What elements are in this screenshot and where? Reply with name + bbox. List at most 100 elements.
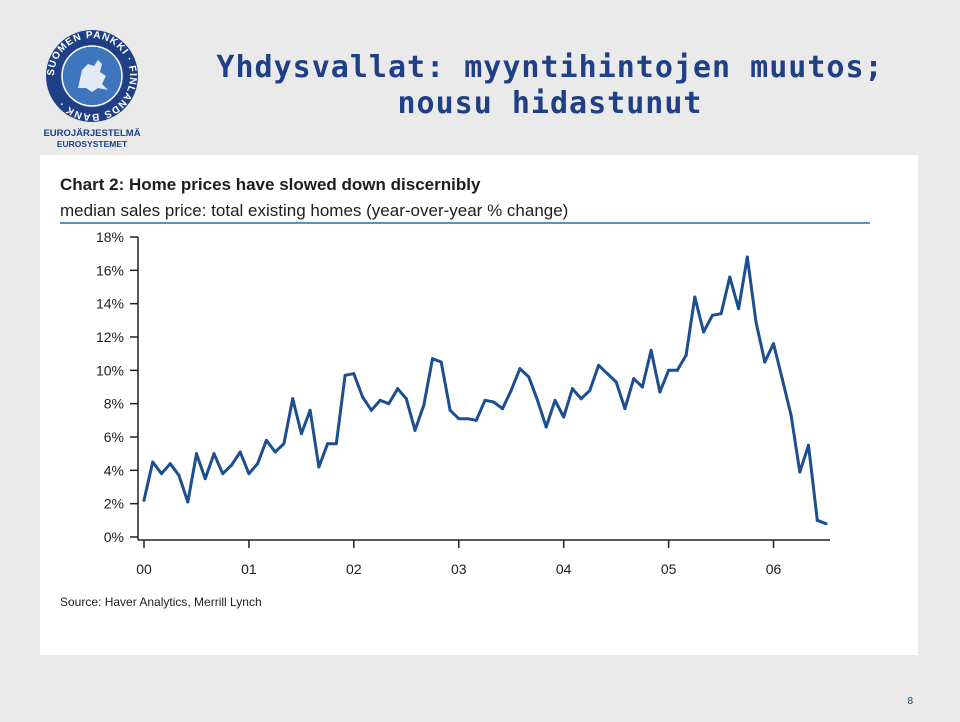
data-point <box>273 450 277 454</box>
data-point <box>212 452 216 456</box>
data-point <box>465 417 469 421</box>
data-point <box>649 348 653 352</box>
data-point <box>334 442 338 446</box>
data-point <box>308 408 312 412</box>
y-tick-label: 0% <box>104 529 124 545</box>
data-point <box>614 380 618 384</box>
data-point <box>361 395 365 399</box>
data-point <box>168 462 172 466</box>
data-point <box>710 313 714 317</box>
x-tick-label: 03 <box>451 561 467 577</box>
data-point <box>177 473 181 477</box>
line-chart: Chart 2: Home prices have slowed down di… <box>60 175 870 609</box>
chart-source: Source: Haver Analytics, Merrill Lynch <box>60 595 262 609</box>
data-point <box>457 417 461 421</box>
data-point <box>378 398 382 402</box>
data-point <box>474 418 478 422</box>
x-tick-label: 01 <box>241 561 257 577</box>
y-tick-label: 12% <box>96 329 124 345</box>
data-point <box>570 387 574 391</box>
data-point <box>221 472 225 476</box>
data-point <box>343 373 347 377</box>
slide-title: Yhdysvallat: myyntihintojen muutos; nous… <box>190 50 910 122</box>
data-point <box>693 295 697 299</box>
data-point <box>396 387 400 391</box>
x-tick-label: 05 <box>661 561 677 577</box>
data-point <box>527 375 531 379</box>
data-point <box>772 342 776 346</box>
y-tick-label: 2% <box>104 496 124 512</box>
data-point <box>317 465 321 469</box>
data-point <box>151 460 155 464</box>
chart-subtitle: median sales price: total existing homes… <box>60 201 568 220</box>
data-point <box>754 320 758 324</box>
y-tick-label: 8% <box>104 396 124 412</box>
data-point <box>256 462 260 466</box>
data-point <box>291 397 295 401</box>
y-tick-label: 6% <box>104 429 124 445</box>
data-point <box>247 472 251 476</box>
chart-panel: Chart 2: Home prices have slowed down di… <box>40 155 918 655</box>
data-point <box>448 408 452 412</box>
data-point <box>780 377 784 381</box>
data-point <box>745 255 749 259</box>
data-point <box>509 388 513 392</box>
x-tick-label: 02 <box>346 561 362 577</box>
data-point <box>431 357 435 361</box>
data-point <box>492 400 496 404</box>
data-point <box>229 463 233 467</box>
x-tick-label: 04 <box>556 561 572 577</box>
svg-text:EUROSYSTEMET: EUROSYSTEMET <box>57 139 128 149</box>
data-point <box>667 368 671 372</box>
data-point <box>623 407 627 411</box>
data-point <box>535 398 539 402</box>
data-point <box>728 275 732 279</box>
data-point <box>553 398 557 402</box>
data-point <box>238 450 242 454</box>
data-point <box>352 372 356 376</box>
data-point <box>160 472 164 476</box>
data-point <box>194 452 198 456</box>
y-tick-label: 4% <box>104 462 124 478</box>
data-point <box>439 360 443 364</box>
data-point <box>798 470 802 474</box>
data-point <box>562 415 566 419</box>
data-point <box>501 407 505 411</box>
data-point <box>203 477 207 481</box>
data-point <box>806 443 810 447</box>
lion-icon <box>78 60 108 92</box>
y-tick-label: 18% <box>96 229 124 245</box>
data-point <box>404 397 408 401</box>
data-point <box>186 500 190 504</box>
chart-title: Chart 2: Home prices have slowed down di… <box>60 175 481 194</box>
slide-title-line2: nousu hidastunut <box>397 86 703 121</box>
data-point <box>326 442 330 446</box>
data-point <box>719 312 723 316</box>
page-number: 8 <box>907 696 913 707</box>
data-point <box>824 522 828 526</box>
data-point <box>387 402 391 406</box>
data-point <box>632 377 636 381</box>
data-point <box>640 385 644 389</box>
bank-logo: SUOMEN PANKKI · FINLANDS BANK · EUROJÄRJ… <box>43 30 140 149</box>
data-point <box>597 363 601 367</box>
x-tick-label: 00 <box>136 561 152 577</box>
data-point <box>702 330 706 334</box>
data-point <box>658 390 662 394</box>
data-point <box>422 403 426 407</box>
y-tick-label: 14% <box>96 296 124 312</box>
series-line <box>142 255 827 526</box>
data-point <box>737 307 741 311</box>
data-point <box>544 425 548 429</box>
data-point <box>299 432 303 436</box>
slide-title-line1: Yhdysvallat: myyntihintojen muutos; <box>216 50 884 85</box>
data-point <box>763 360 767 364</box>
data-point <box>605 372 609 376</box>
data-point <box>413 428 417 432</box>
data-point <box>369 408 373 412</box>
data-point <box>579 397 583 401</box>
data-point <box>675 368 679 372</box>
svg-text:EUROJÄRJESTELMÄ: EUROJÄRJESTELMÄ <box>43 128 140 139</box>
data-point <box>264 438 268 442</box>
data-point <box>815 518 819 522</box>
